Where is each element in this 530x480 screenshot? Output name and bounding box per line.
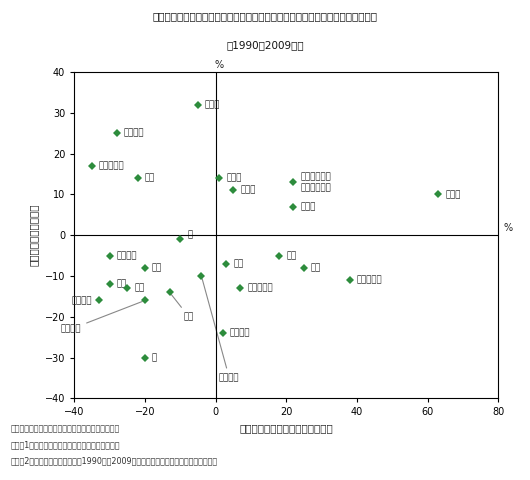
- Text: 砂糖: 砂糖: [134, 284, 145, 293]
- Text: 2）それぞれの増減率は、1990年と2009年の購入単価と購入数量を比較したもの: 2）それぞれの増減率は、1990年と2009年の購入単価と購入数量を比較したもの: [11, 456, 218, 466]
- Text: 米: 米: [152, 353, 157, 362]
- Text: %: %: [504, 223, 513, 233]
- Text: マヨネーズ・
ドレッシング: マヨネーズ・ ドレッシング: [301, 172, 331, 192]
- Text: %: %: [215, 60, 224, 70]
- Text: 生鮮野菜: 生鮮野菜: [229, 329, 250, 337]
- Text: ソーセージ: ソーセージ: [357, 276, 383, 285]
- Text: （1990－2009年）: （1990－2009年）: [226, 40, 304, 50]
- Text: 図３－３　消費者世帯における主要食品の購入単価と１人当たり購入数量の変化: 図３－３ 消費者世帯における主要食品の購入単価と１人当たり購入数量の変化: [153, 11, 377, 21]
- Text: しょうゆ: しょうゆ: [123, 129, 144, 138]
- Text: 資料：総務省「家計調査」を基に農林水産省で作成: 資料：総務省「家計調査」を基に農林水産省で作成: [11, 425, 120, 434]
- Text: 生鮮果物: 生鮮果物: [202, 279, 240, 383]
- Text: かつお節: かつお節: [117, 251, 137, 260]
- Text: 鶏肉: 鶏肉: [286, 251, 296, 260]
- Text: ハム: ハム: [171, 295, 194, 321]
- Y-axis label: （購入単価の増減率）: （購入単価の増減率）: [29, 204, 39, 266]
- Text: もち: もち: [152, 264, 162, 272]
- Text: 食用油: 食用油: [226, 174, 242, 182]
- Text: 牛肉: 牛肉: [117, 280, 127, 288]
- Text: みそ: みそ: [145, 174, 155, 182]
- Text: 豚肉: 豚肉: [311, 264, 321, 272]
- Text: 塩干魚介: 塩干魚介: [72, 296, 92, 305]
- Text: 生鮮魚介: 生鮮魚介: [61, 301, 142, 334]
- Text: 食パン: 食パン: [301, 202, 316, 211]
- Text: チーズ: チーズ: [445, 190, 461, 199]
- Text: 卵: 卵: [187, 231, 192, 240]
- X-axis label: （１人当たり購入数量の増減率）: （１人当たり購入数量の増減率）: [240, 423, 333, 433]
- Text: 小麦粉: 小麦粉: [205, 100, 220, 109]
- Text: バター: バター: [240, 186, 255, 195]
- Text: カレールウ: カレールウ: [248, 284, 273, 293]
- Text: マーガリン: マーガリン: [99, 161, 125, 170]
- Text: 豆腐: 豆腐: [233, 259, 243, 268]
- Text: 注：1）二人以上の世帯（農林漁家世帯を除く）: 注：1）二人以上の世帯（農林漁家世帯を除く）: [11, 441, 120, 450]
